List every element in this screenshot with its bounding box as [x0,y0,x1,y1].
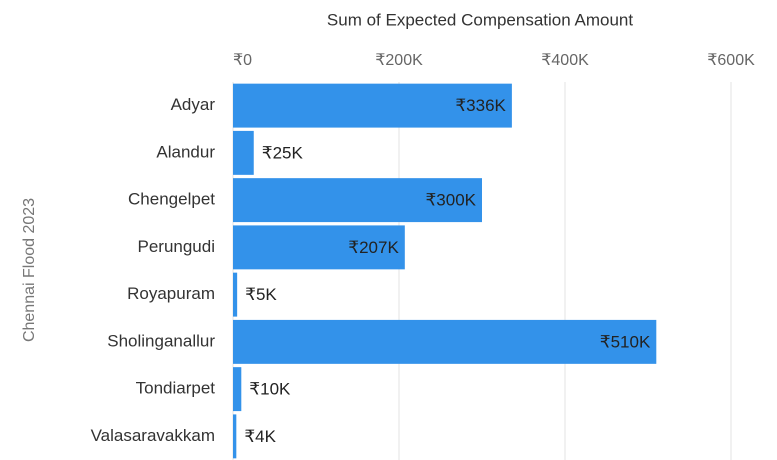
bar [233,130,254,175]
y-tick-label: Royapuram [127,284,215,303]
x-tick-label: ₹200K [375,52,423,69]
data-label: ₹336K [455,96,506,115]
data-label: ₹300K [425,191,476,210]
data-label: ₹10K [249,380,291,399]
data-label: ₹5K [245,285,277,304]
y-tick-label: Alandur [156,142,215,161]
bar [233,178,482,223]
y-tick-label: Chengelpet [128,190,215,209]
data-label: ₹510K [600,332,651,351]
y-axis-title: Chennai Flood 2023 [21,198,38,342]
x-tick-label: ₹0 [233,52,252,69]
bar [233,225,405,270]
y-tick-label: Tondiarpet [136,379,216,398]
x-tick-label: ₹600K [707,52,755,69]
bar [233,319,657,364]
bar [233,272,238,317]
x-tick-label: ₹400K [541,52,589,69]
y-tick-label: Sholinganallur [107,331,215,350]
bar [233,414,237,459]
data-label: ₹207K [348,238,399,257]
data-label: ₹4K [244,427,276,446]
bar [233,83,512,128]
y-tick-label: Valasaravakkam [91,426,215,445]
bar [233,367,242,412]
y-tick-label: Adyar [171,95,216,114]
y-tick-label: Perungudi [137,237,215,256]
data-label: ₹25K [262,143,304,162]
x-axis-title: Sum of Expected Compensation Amount [327,10,633,29]
